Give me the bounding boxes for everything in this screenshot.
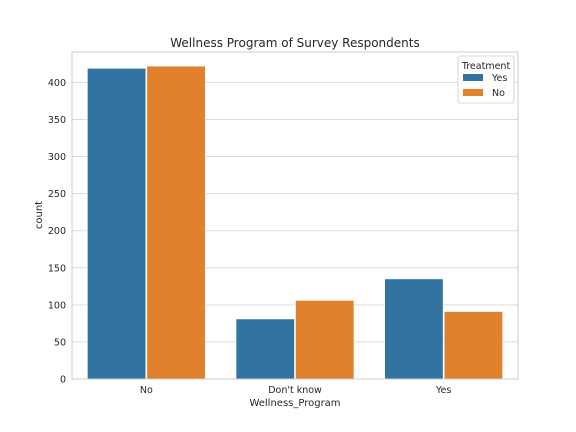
y-tick-label: 0 bbox=[60, 375, 66, 386]
x-axis-label: Wellness_Program bbox=[249, 398, 340, 409]
x-tick-label: Don't know bbox=[268, 385, 322, 396]
legend-swatch-yes bbox=[463, 74, 483, 81]
y-tick-label: 250 bbox=[48, 189, 66, 200]
y-tick-label: 350 bbox=[48, 115, 66, 126]
bar-yes-yes bbox=[385, 279, 443, 379]
y-tick-label: 150 bbox=[48, 263, 66, 274]
y-tick-label: 400 bbox=[48, 78, 66, 89]
y-tick-label: 200 bbox=[48, 226, 66, 237]
bar-don-t-know-yes bbox=[236, 319, 294, 379]
legend-label-no: No bbox=[492, 88, 505, 99]
bar-no-yes bbox=[87, 68, 145, 379]
y-tick-label: 50 bbox=[54, 337, 66, 348]
y-tick-labels: 0 50 100 150 200 250 300 350 400 bbox=[48, 78, 66, 386]
bar-don-t-know-no bbox=[296, 300, 354, 379]
legend-title: Treatment bbox=[461, 61, 511, 72]
legend-label-yes: Yes bbox=[491, 73, 507, 84]
x-tick-labels: No Don't know Yes bbox=[140, 385, 452, 396]
legend-swatch-no bbox=[463, 89, 483, 96]
y-tick-label: 100 bbox=[48, 300, 66, 311]
bar-no-no bbox=[147, 66, 205, 379]
chart-title: Wellness Program of Survey Respondents bbox=[170, 36, 419, 50]
bar-yes-no bbox=[444, 312, 502, 379]
legend: Treatment Yes No bbox=[458, 56, 514, 103]
x-tick-label: Yes bbox=[435, 385, 451, 396]
x-tick-label: No bbox=[140, 385, 153, 396]
y-axis-label: count bbox=[34, 201, 45, 229]
y-tick-label: 300 bbox=[48, 152, 66, 163]
